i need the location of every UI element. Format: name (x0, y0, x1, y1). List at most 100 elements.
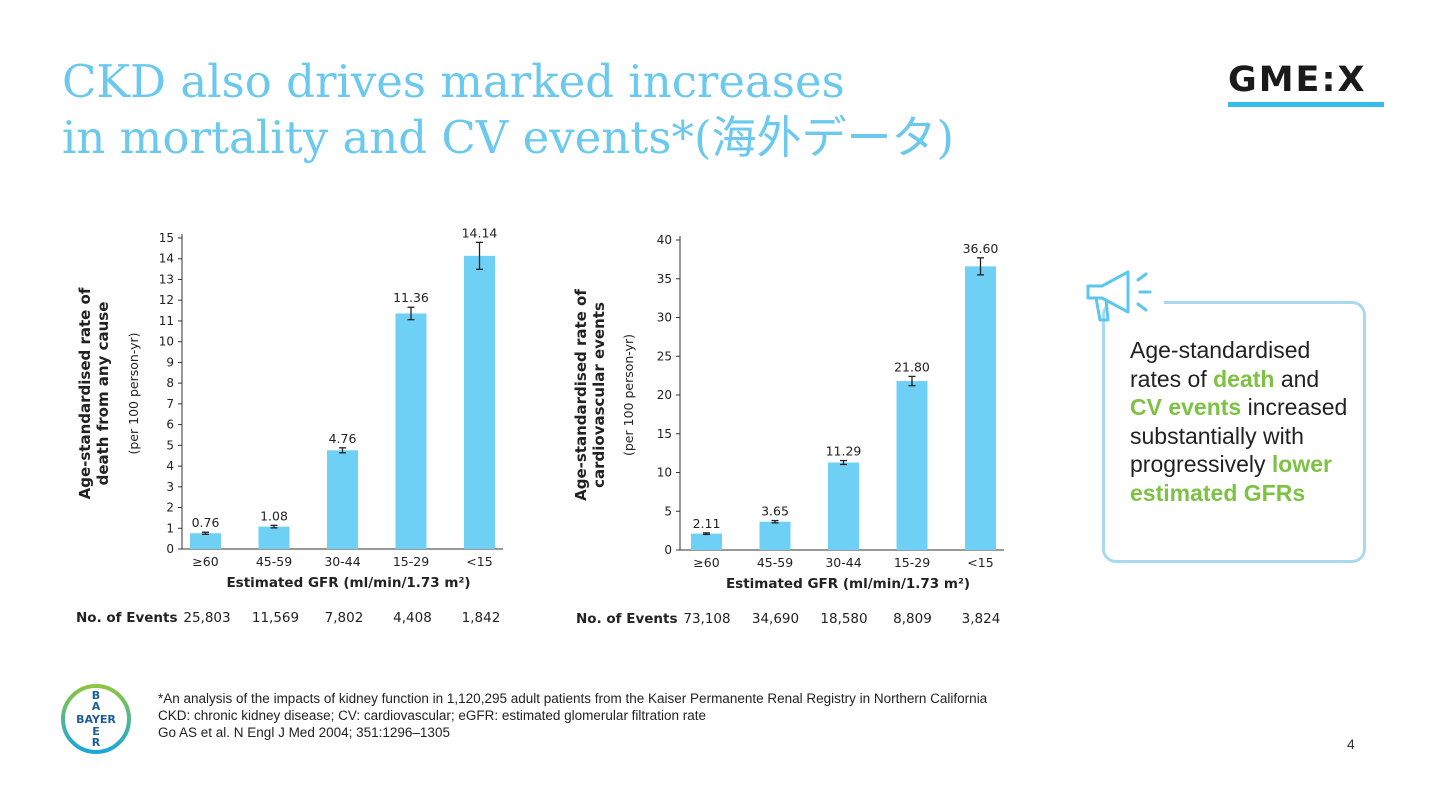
y-tick-label: 11 (159, 314, 174, 328)
bayer-letter: E (92, 725, 100, 738)
bar (896, 381, 928, 550)
event-count: 18,580 (820, 611, 867, 627)
slide-title: CKD also drives marked increases in mort… (62, 54, 954, 166)
x-tick-label: 15-29 (393, 554, 429, 569)
data-label: 0.76 (192, 515, 220, 530)
event-count: 8,809 (893, 611, 932, 627)
y-axis-title: Age-standardised rate of death from any c… (76, 287, 112, 499)
title-line-1: CKD also drives marked increases (62, 55, 845, 108)
data-label: 36.60 (963, 241, 999, 256)
bayer-horizontal-text: BAYER (76, 713, 116, 726)
event-count: 1,842 (462, 610, 501, 626)
y-tick-label: 12 (159, 293, 174, 307)
data-label: 1.08 (260, 508, 288, 523)
x-tick-label: 30-44 (324, 554, 360, 569)
y-tick-label: 0 (166, 542, 174, 556)
cv-events-chart: 0 5 10 15 20 25 30 35 40 2.11 ≥60 73,108 3.65 45-59 34… (572, 233, 1004, 627)
megaphone-icon (1086, 270, 1152, 322)
y-tick-label: 10 (159, 335, 174, 349)
bayer-letter: R (92, 736, 101, 749)
bar (395, 313, 427, 549)
data-label: 11.29 (826, 444, 862, 459)
y-tick-label: 8 (166, 376, 174, 390)
event-count: 34,690 (752, 611, 799, 627)
event-count: 3,824 (962, 611, 1001, 627)
highlight-death: death (1213, 365, 1275, 392)
x-axis-title: Estimated GFR (ml/min/1.73 m²) (226, 575, 470, 591)
bar (190, 533, 221, 549)
event-count: 73,108 (683, 611, 730, 627)
y-tick-label: 35 (657, 272, 672, 286)
bar (464, 255, 495, 549)
event-count: 7,802 (325, 610, 364, 626)
gmex-logo-underline (1228, 102, 1384, 107)
bar (828, 462, 859, 550)
callout-box (1102, 301, 1366, 563)
bar (965, 266, 996, 550)
page-number: 4 (1347, 736, 1355, 752)
y-axis-subtitle: (per 100 person-yr) (126, 333, 141, 455)
x-tick-label: <15 (967, 555, 993, 570)
x-tick-label: ≥60 (693, 555, 719, 570)
bar (258, 526, 290, 549)
event-count: 11,569 (252, 610, 299, 626)
bayer-logo: B A BAYER E R (61, 684, 131, 754)
y-tick-label: 13 (159, 272, 174, 286)
x-tick-label: 45-59 (256, 554, 292, 569)
y-tick-label: 5 (166, 438, 174, 452)
x-tick-label: 30-44 (825, 555, 861, 570)
bar (327, 450, 358, 549)
x-tick-label: 15-29 (894, 555, 930, 570)
y-tick-label: 10 (657, 466, 672, 480)
x-tick-label: <15 (466, 554, 492, 569)
y-tick-label: 0 (664, 543, 672, 557)
bayer-letter: B (92, 689, 100, 702)
y-tick-label: 30 (657, 311, 672, 325)
footnote-2: CKD: chronic kidney disease; CV: cardiov… (158, 708, 706, 723)
events-label: No. of Events (576, 611, 678, 627)
data-label: 3.65 (761, 504, 789, 519)
y-tick-label: 20 (657, 388, 672, 402)
y-tick-label: 7 (166, 397, 174, 411)
y-axis-title-line: cardiovascular events (590, 302, 608, 488)
y-tick-label: 3 (166, 480, 174, 494)
bar (759, 521, 791, 550)
highlight-lower-gfrs: lower estimated GFRs (1130, 451, 1332, 506)
y-tick-label: 15 (657, 427, 672, 441)
data-label: 2.11 (693, 516, 721, 531)
x-axis-title: Estimated GFR (ml/min/1.73 m²) (726, 576, 970, 592)
footnote-1: *An analysis of the impacts of kidney fu… (158, 691, 988, 706)
title-line-2: in mortality and CV events*(海外データ) (62, 111, 955, 164)
y-tick-label: 4 (166, 459, 174, 473)
y-tick-label: 25 (657, 349, 672, 363)
gmex-logo: GME:X (1228, 60, 1384, 110)
y-tick-label: 1 (166, 521, 174, 535)
y-tick-label: 40 (657, 233, 672, 247)
x-tick-label: ≥60 (192, 554, 218, 569)
x-tick-label: 45-59 (757, 555, 793, 570)
mortality-chart: 01234567891011121314150.76≥6025,8031.084… (76, 225, 503, 626)
event-count: 4,408 (393, 610, 432, 626)
footnotes: *An analysis of the impacts of kidney fu… (158, 690, 987, 741)
y-tick-label: 2 (166, 501, 174, 515)
y-axis-title-line: Age-standardised rate of (76, 287, 94, 499)
data-label: 14.14 (462, 225, 498, 240)
y-axis-subtitle-text: (per 100 person-yr) (621, 334, 636, 456)
y-axis-title: Age-standardised rate of cardiovascular e… (572, 289, 608, 501)
callout-text: Age-standardised rates of death and CV e… (1130, 337, 1348, 506)
y-tick-label: 14 (159, 252, 174, 266)
y-tick-label: 15 (159, 231, 174, 245)
footnote-3: Go AS et al. N Engl J Med 2004; 351:1296… (158, 725, 450, 740)
bar (691, 533, 722, 550)
gmex-logo-text: GME:X (1228, 60, 1367, 100)
bayer-letter: A (92, 700, 101, 713)
event-count: 25,803 (183, 610, 230, 626)
data-label: 21.80 (894, 359, 930, 374)
data-label: 4.76 (329, 431, 357, 446)
y-axis-title-line: death from any cause (94, 302, 112, 486)
y-axis-title-line: Age-standardised rate of (572, 289, 590, 501)
events-label: No. of Events (76, 610, 178, 626)
y-tick-label: 6 (166, 418, 174, 432)
y-axis-subtitle: (per 100 person-yr) (621, 334, 636, 456)
highlight-cv-events: CV events (1130, 394, 1242, 420)
